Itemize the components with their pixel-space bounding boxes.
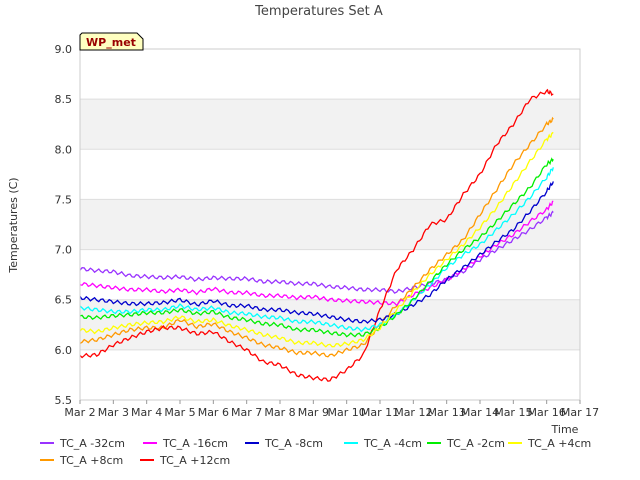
legend-item: TC_A -16cm [143, 437, 228, 450]
axes [79, 48, 581, 401]
legend-item: TC_A +12cm [140, 454, 230, 467]
y-tick-label: 6.5 [55, 294, 73, 307]
y-tick-label: 7.5 [55, 193, 73, 206]
x-tick-label: Mar 14 [461, 406, 499, 419]
series-line-tc-a-8cm [79, 116, 554, 358]
x-tick-label: Mar 11 [361, 406, 399, 419]
legend-label: TC_A -2cm [446, 437, 505, 450]
y-tick-label: 7.0 [55, 244, 73, 257]
series-line-tc-a-16cm [79, 200, 554, 307]
series-line-tc-a-2cm [79, 157, 554, 338]
legend-item: TC_A -32cm [40, 437, 125, 450]
series-line-tc-a-4cm [79, 131, 554, 348]
series-line-tc-a-12cm [79, 88, 554, 382]
legend-label: TC_A -8cm [264, 437, 323, 450]
legend-label: TC_A -32cm [59, 437, 125, 450]
legend-item: TC_A -8cm [245, 437, 323, 450]
x-tick-labels: Mar 2 Mar 3 Mar 4 Mar 5 Mar 6 Mar 7 Mar 8 Mar 9… [64, 400, 599, 419]
y-tick-label: 8.0 [55, 143, 73, 156]
y-axis-label: Temperatures (C) [7, 177, 20, 273]
chart-title: Temperatures Set A [254, 4, 383, 19]
x-tick-label: Mar 4 [131, 406, 162, 419]
legend-label: TC_A -16cm [162, 437, 228, 450]
legend-label: TC_A +8cm [59, 454, 123, 467]
legend-item: TC_A -4cm [344, 437, 422, 450]
plot-band [80, 299, 580, 350]
legend-label: TC_A +12cm [159, 454, 230, 467]
legend-item: TC_A +8cm [40, 454, 123, 467]
y-tick-label: 8.5 [55, 93, 73, 106]
legend-item: TC_A -2cm [427, 437, 505, 450]
series-line-tc-a-32cm [79, 210, 554, 294]
x-tick-label: Mar 2 [64, 406, 95, 419]
x-tick-label: Mar 6 [198, 406, 229, 419]
x-tick-label: Mar 5 [164, 406, 195, 419]
x-tick-label: Mar 3 [98, 406, 129, 419]
x-tick-label: Mar 15 [494, 406, 532, 419]
x-tick-label: Mar 13 [428, 406, 466, 419]
x-tick-label: Mar 9 [298, 406, 329, 419]
legend: TC_A -32cm TC_A -16cm TC_A -8cm TC_A -4cm TC… [40, 437, 591, 467]
plot-frame [79, 48, 581, 401]
series-line-tc-a-8cm [79, 181, 554, 324]
badge-label: WP_met [86, 36, 136, 49]
legend-label: TC_A +4cm [527, 437, 591, 450]
plot-background [80, 49, 580, 400]
y-tick-label: 9.0 [55, 43, 73, 56]
y-tick-labels: 5.5 6.0 6.5 7.0 7.5 8.0 8.5 9.0 [55, 43, 73, 407]
legend-item: TC_A +4cm [508, 437, 591, 450]
x-tick-label: Mar 17 [561, 406, 599, 419]
series-line-tc-a-4cm [79, 167, 554, 333]
x-tick-label: Mar 10 [328, 406, 366, 419]
x-tick-label: Mar 12 [394, 406, 432, 419]
x-tick-label: Mar 8 [264, 406, 295, 419]
series-lines [79, 88, 554, 382]
y-tick-label: 6.0 [55, 344, 73, 357]
y-tick-label: 5.5 [55, 394, 73, 407]
wp-met-badge: WP_met [79, 32, 144, 51]
x-tick-label: Mar 7 [231, 406, 262, 419]
x-tick-label: Mar 16 [528, 406, 566, 419]
plot-band [80, 199, 580, 250]
plot-band [80, 99, 580, 150]
legend-label: TC_A -4cm [363, 437, 422, 450]
x-axis-label: Time [551, 423, 579, 436]
